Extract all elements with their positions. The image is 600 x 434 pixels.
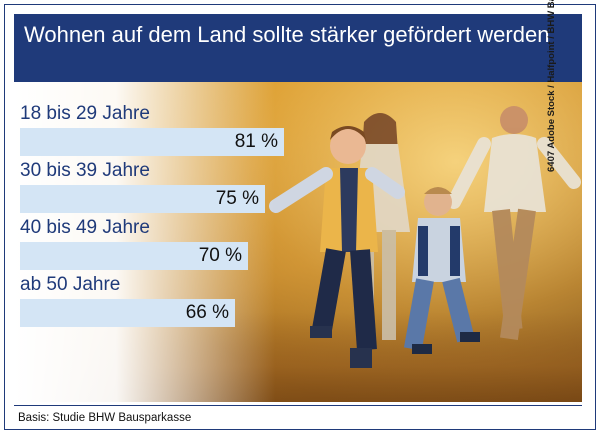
bar-value-label: 70 %	[198, 245, 242, 266]
source-footnote: Basis: Studie BHW Bausparkasse	[18, 412, 192, 424]
category-label: ab 50 Jahre	[20, 274, 121, 295]
footer-divider	[14, 405, 582, 406]
bar	[20, 242, 248, 270]
bar	[20, 299, 235, 327]
category-label: 18 bis 29 Jahre	[20, 103, 150, 124]
bar-value-label: 81 %	[234, 131, 278, 152]
title-bar: Wohnen auf dem Land sollte stärker geför…	[14, 14, 582, 82]
chart-title: Wohnen auf dem Land sollte stärker geför…	[24, 22, 550, 47]
category-label: 30 bis 39 Jahre	[20, 160, 150, 181]
bar	[20, 128, 284, 156]
bar-value-label: 75 %	[215, 188, 259, 209]
bar-value-label: 66 %	[185, 302, 229, 323]
photo-credit: 6407 Adobe Stock / Halfpoint / BHW Bausp…	[546, 0, 557, 172]
bar	[20, 185, 265, 213]
category-label: 40 bis 49 Jahre	[20, 217, 150, 238]
